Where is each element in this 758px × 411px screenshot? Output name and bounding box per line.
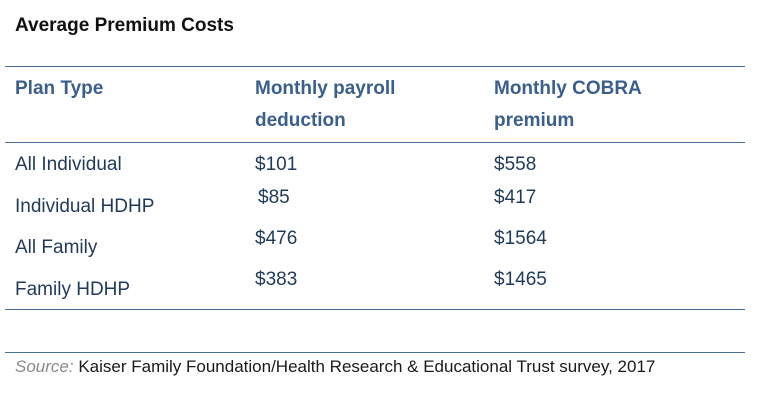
plan-cell: Individual HDHP — [15, 196, 155, 217]
cobra-cell: $1564 — [494, 228, 547, 249]
table-title: Average Premium Costs — [15, 15, 234, 36]
source-label: Source: — [15, 357, 74, 376]
header-rule — [5, 142, 745, 143]
source-rule — [5, 352, 745, 353]
cobra-cell: $417 — [494, 187, 537, 208]
cobra-cell: $558 — [494, 154, 537, 175]
bottom-rule — [5, 309, 745, 310]
cobra-cell: $1465 — [494, 269, 547, 290]
plan-cell: All Individual — [15, 154, 122, 175]
header-monthly-cobra-line1: Monthly COBRA — [494, 78, 642, 99]
payroll-cell: $101 — [255, 154, 298, 175]
top-rule — [5, 66, 745, 67]
header-monthly-cobra-line2: premium — [494, 110, 575, 131]
plan-cell: Family HDHP — [15, 279, 131, 300]
header-plan-type: Plan Type — [15, 78, 104, 99]
header-monthly-payroll-line1: Monthly payroll — [255, 78, 396, 99]
source-note: Source: Kaiser Family Foundation/Health … — [15, 354, 655, 380]
header-monthly-payroll-line2: deduction — [255, 110, 346, 131]
payroll-cell: $85 — [258, 187, 290, 208]
payroll-cell: $476 — [255, 228, 298, 249]
source-text: Kaiser Family Foundation/Health Research… — [78, 357, 656, 376]
payroll-cell: $383 — [255, 269, 298, 290]
plan-cell: All Family — [15, 237, 98, 258]
